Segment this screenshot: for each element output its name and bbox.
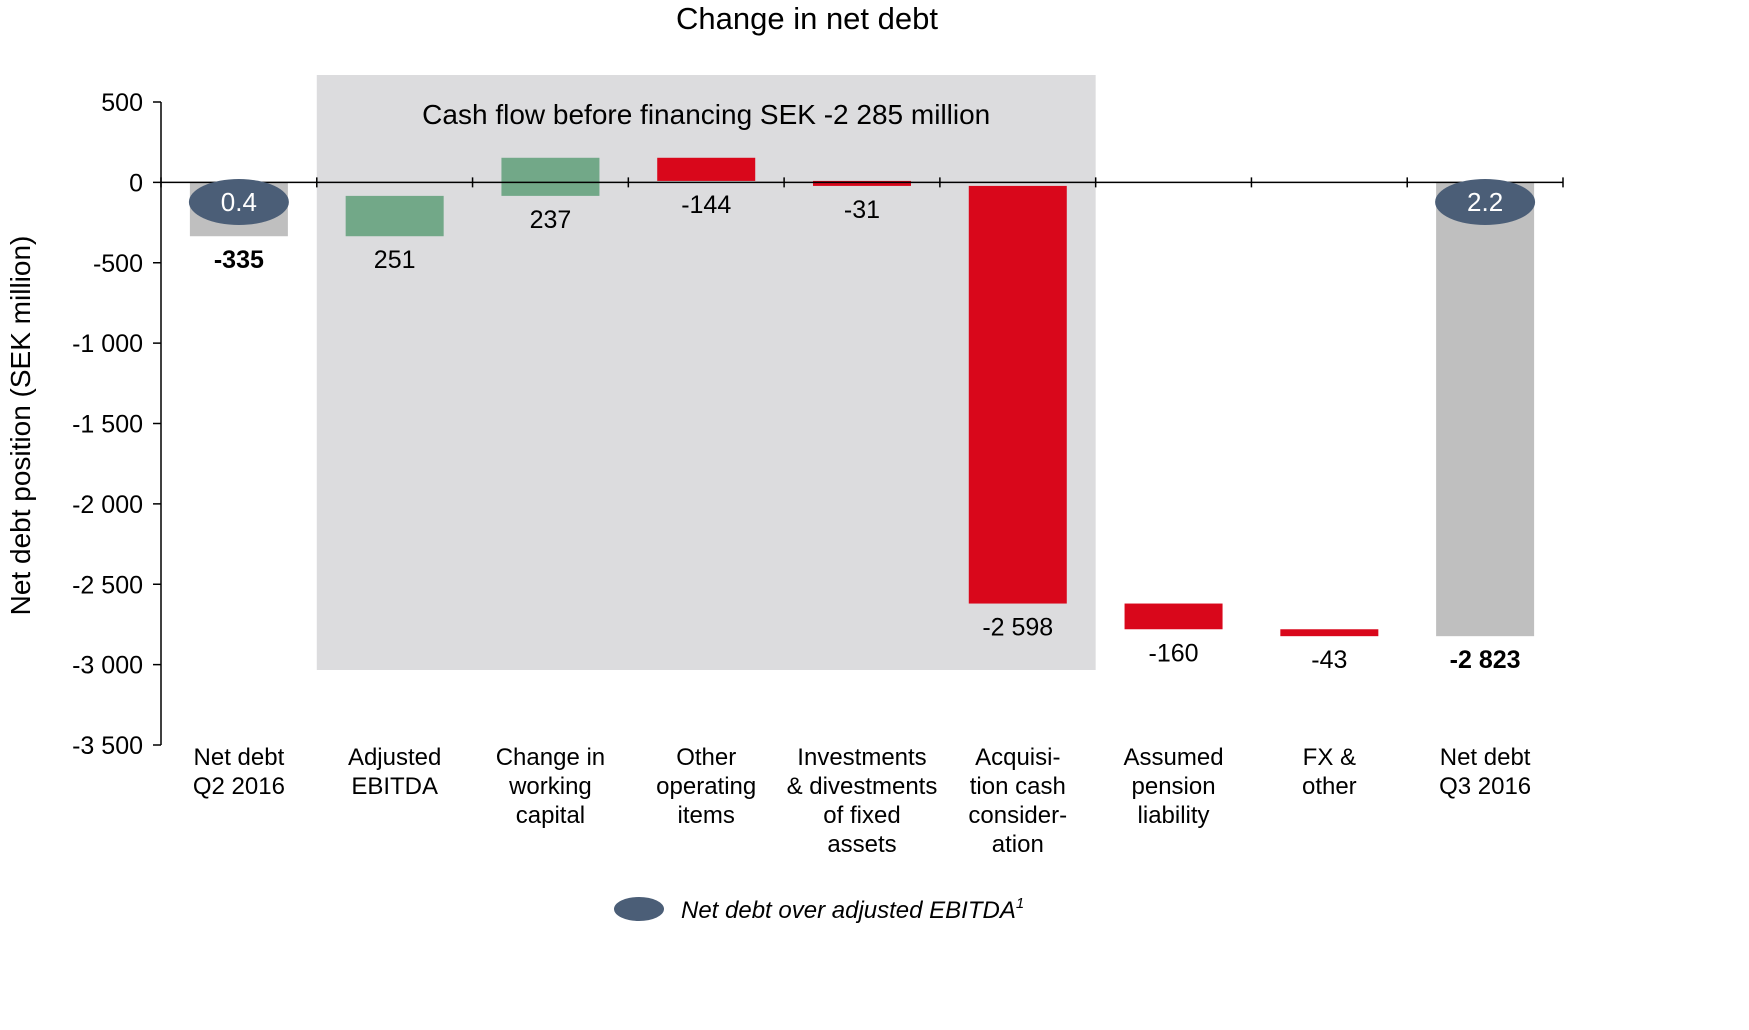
data-label: 237: [530, 206, 572, 234]
category-label-line: Adjusted: [348, 744, 441, 771]
y-tick-label: -500: [93, 250, 143, 278]
category-label-line: Net debt: [1440, 744, 1531, 771]
y-tick-label: -3 500: [72, 732, 143, 760]
category-label: Other operating items: [656, 744, 756, 829]
category-label: Acquisi-tion cash consider-ation: [968, 744, 1067, 858]
category-label-line: working: [508, 773, 592, 800]
category-label: Net debt Q2 2016: [193, 744, 285, 800]
category-label-line: other: [1302, 773, 1357, 800]
category-label: FX & other: [1302, 744, 1357, 800]
data-label: -2 598: [982, 614, 1053, 642]
ratio-marker-label: 0.4: [221, 187, 257, 217]
category-label-line: Assumed: [1124, 744, 1224, 771]
y-tick-label: -2 500: [72, 571, 143, 599]
axes: 500 0 -500 -1 000 -1 500 -2 000 -2 500 -3 000 -3…: [72, 89, 1564, 760]
data-label: -144: [681, 191, 731, 219]
y-tick-label: -1 000: [72, 330, 143, 358]
bar-1: [345, 195, 444, 237]
ratio-markers: 0.4 2.2: [188, 179, 1536, 225]
category-label-line: Other: [676, 744, 736, 771]
category-label-line: assets: [827, 831, 896, 858]
bar-6: [1124, 603, 1223, 630]
y-tick-label: -1 500: [72, 411, 143, 439]
bar-4: [813, 180, 911, 186]
y-tick-label: 0: [129, 169, 143, 197]
category-label-line: pension: [1132, 773, 1216, 800]
data-labels: -335 251 237 -144 -31 -2 598 -160 -43 -2 823: [214, 191, 1521, 674]
ratio-marker: [188, 179, 289, 225]
category-label-line: capital: [516, 802, 585, 829]
y-tick-label: -2 000: [72, 491, 143, 519]
data-label: 251: [374, 246, 416, 274]
bar-2: [501, 157, 600, 196]
category-label-line: FX &: [1303, 744, 1356, 771]
legend-label: Net debt over adjusted EBITDA1: [681, 895, 1024, 924]
y-axis-label: Net debt position (SEK million): [5, 236, 36, 616]
category-label: Assumed pension liability: [1124, 744, 1224, 829]
data-label: -43: [1311, 646, 1347, 674]
bar-3: [657, 157, 756, 181]
category-label-line: EBITDA: [351, 773, 438, 800]
ratio-marker-label: 2.2: [1467, 187, 1503, 217]
bar-5: [968, 185, 1067, 604]
category-label-line: Change in: [496, 744, 605, 771]
legend: Net debt over adjusted EBITDA1: [614, 895, 1024, 924]
bar-8: [1436, 182, 1535, 637]
category-label-line: Acquisi-: [975, 744, 1060, 771]
category-label-line: Q3 2016: [1439, 773, 1531, 800]
category-label: Change in working capital: [496, 744, 605, 829]
category-label-line: of fixed: [823, 802, 900, 829]
legend-marker: [614, 897, 664, 921]
category-label-line: operating: [656, 773, 756, 800]
category-label-line: Q2 2016: [193, 773, 285, 800]
category-label-line: Investments: [797, 744, 926, 771]
category-label-line: items: [678, 802, 735, 829]
legend-main-text: Net debt over adjusted EBITDA: [681, 897, 1016, 924]
data-label: -160: [1149, 639, 1199, 667]
y-tick-label: 500: [101, 89, 143, 117]
chart-title: Change in net debt: [676, 1, 938, 36]
category-label-line: consider-: [968, 802, 1067, 829]
category-label-line: Net debt: [194, 744, 285, 771]
category-label: Adjusted EBITDA: [348, 744, 441, 800]
category-label-line: ation: [992, 831, 1044, 858]
legend-superscript: 1: [1016, 895, 1024, 912]
data-label: -335: [214, 246, 264, 274]
highlight-box-label: Cash flow before financing SEK -2 285 mi…: [422, 99, 990, 130]
bar-7: [1280, 629, 1379, 637]
category-label-line: tion cash: [970, 773, 1066, 800]
ratio-marker: [1435, 179, 1536, 225]
category-label-line: liability: [1138, 802, 1210, 829]
category-label: Investments & divestments of fixed assets: [787, 744, 938, 858]
category-label: Net debt Q3 2016: [1439, 744, 1531, 800]
data-label: -2 823: [1450, 646, 1521, 674]
data-label: -31: [844, 196, 880, 224]
category-label-line: & divestments: [787, 773, 938, 800]
y-tick-label: -3 000: [72, 652, 143, 680]
